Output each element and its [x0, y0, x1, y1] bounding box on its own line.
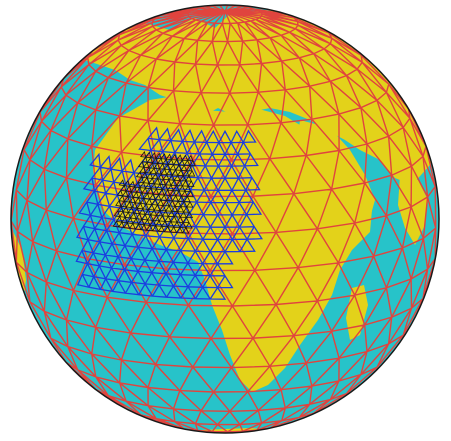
fine-grid-lines: [112, 151, 196, 234]
globe-outline: [10, 4, 440, 434]
land-madagascar: [346, 285, 368, 340]
fine-grid: [112, 151, 196, 234]
coarse-grid: [11, 5, 437, 433]
coarse-grid-lines: [11, 5, 437, 433]
